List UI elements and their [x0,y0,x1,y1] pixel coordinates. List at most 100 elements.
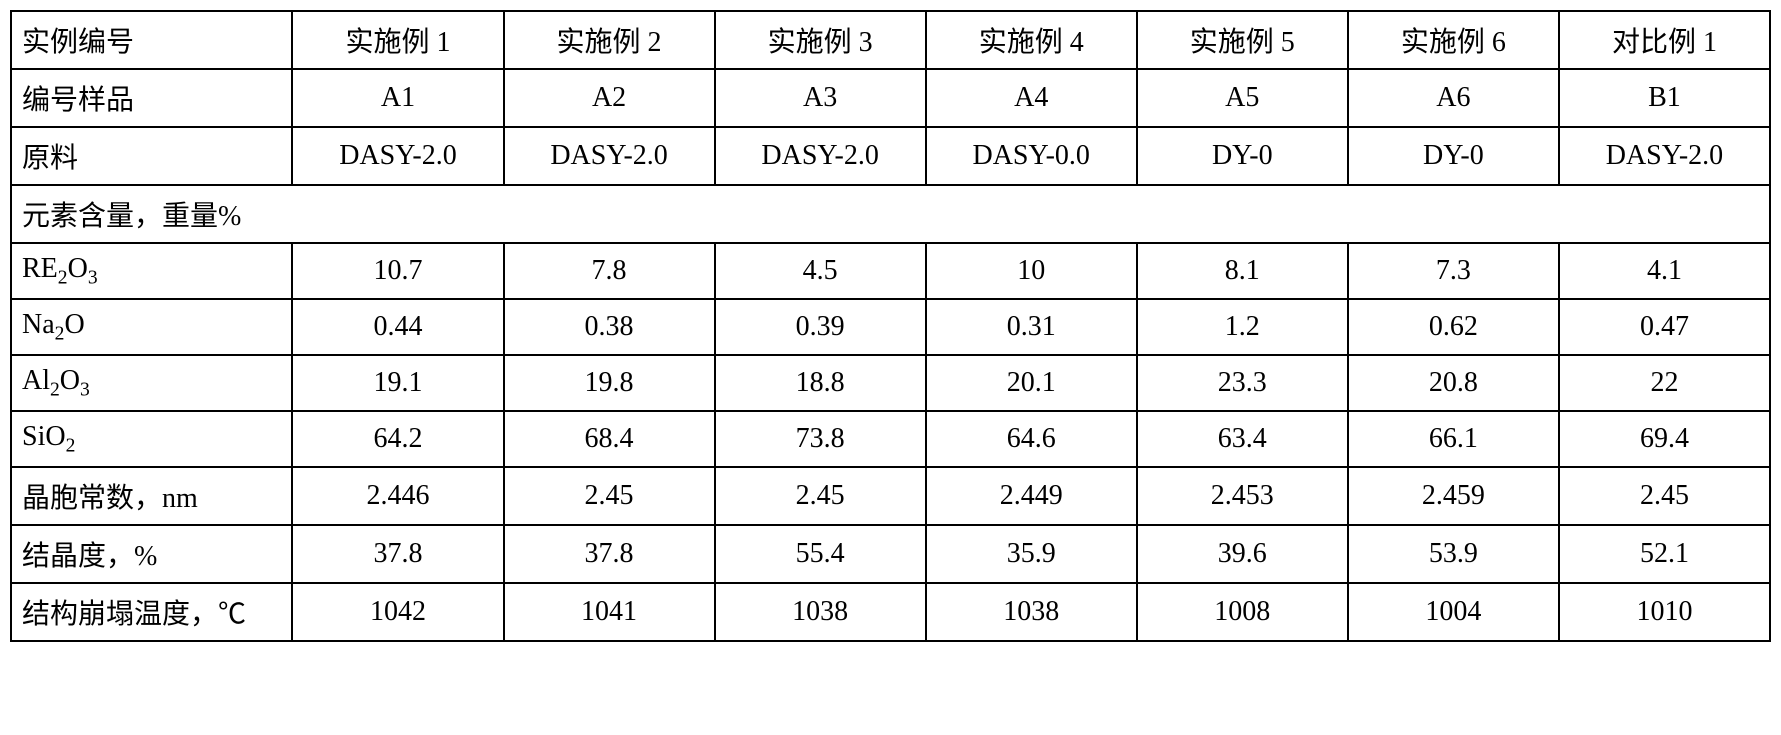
re2o3-label: RE2O3 [11,243,292,299]
re2o3-c5: 8.1 [1137,243,1348,299]
lattice-c7: 2.45 [1559,467,1770,525]
re2o3-row: RE2O3 10.7 7.8 4.5 10 8.1 7.3 4.1 [11,243,1770,299]
collapse-temp-c1: 1042 [292,583,503,641]
header-col2: 实施例 2 [504,11,715,69]
crystallinity-c1: 37.8 [292,525,503,583]
crystallinity-c2: 37.8 [504,525,715,583]
sio2-c4: 64.6 [926,411,1137,467]
re2o3-mid: O [68,253,88,284]
material-c1: DASY-2.0 [292,127,503,185]
lattice-c2: 2.45 [504,467,715,525]
na2o-row: Na2O 0.44 0.38 0.39 0.31 1.2 0.62 0.47 [11,299,1770,355]
na2o-sub1: 2 [55,323,65,344]
material-c4: DASY-0.0 [926,127,1137,185]
lattice-c3: 2.45 [715,467,926,525]
header-col3: 实施例 3 [715,11,926,69]
crystallinity-c4: 35.9 [926,525,1137,583]
lattice-row: 晶胞常数，nm 2.446 2.45 2.45 2.449 2.453 2.45… [11,467,1770,525]
al2o3-pre: Al [22,365,50,396]
collapse-temp-c5: 1008 [1137,583,1348,641]
lattice-c5: 2.453 [1137,467,1348,525]
header-col6: 实施例 6 [1348,11,1559,69]
header-col4: 实施例 4 [926,11,1137,69]
lattice-label: 晶胞常数，nm [11,467,292,525]
sample-c2: A2 [504,69,715,127]
re2o3-c1: 10.7 [292,243,503,299]
sample-c7: B1 [1559,69,1770,127]
section-header-row: 元素含量，重量% [11,185,1770,243]
sio2-c7: 69.4 [1559,411,1770,467]
re2o3-c3: 4.5 [715,243,926,299]
al2o3-c1: 19.1 [292,355,503,411]
sample-c5: A5 [1137,69,1348,127]
sample-c6: A6 [1348,69,1559,127]
lattice-c1: 2.446 [292,467,503,525]
sample-c4: A4 [926,69,1137,127]
collapse-temp-label: 结构崩塌温度，℃ [11,583,292,641]
al2o3-c7: 22 [1559,355,1770,411]
header-col0: 实例编号 [11,11,292,69]
na2o-c2: 0.38 [504,299,715,355]
crystallinity-c7: 52.1 [1559,525,1770,583]
sio2-c2: 68.4 [504,411,715,467]
sample-c3: A3 [715,69,926,127]
al2o3-c5: 23.3 [1137,355,1348,411]
sio2-c6: 66.1 [1348,411,1559,467]
crystallinity-label: 结晶度，% [11,525,292,583]
sio2-row: SiO2 64.2 68.4 73.8 64.6 63.4 66.1 69.4 [11,411,1770,467]
re2o3-pre: RE [22,253,58,284]
collapse-temp-c7: 1010 [1559,583,1770,641]
al2o3-sub1: 2 [50,379,60,400]
section-header: 元素含量，重量% [11,185,1770,243]
crystallinity-c3: 55.4 [715,525,926,583]
crystallinity-c5: 39.6 [1137,525,1348,583]
lattice-c4: 2.449 [926,467,1137,525]
na2o-c7: 0.47 [1559,299,1770,355]
material-row: 原料 DASY-2.0 DASY-2.0 DASY-2.0 DASY-0.0 D… [11,127,1770,185]
header-row: 实例编号 实施例 1 实施例 2 实施例 3 实施例 4 实施例 5 实施例 6… [11,11,1770,69]
sample-c1: A1 [292,69,503,127]
na2o-c4: 0.31 [926,299,1137,355]
sio2-c3: 73.8 [715,411,926,467]
header-col1: 实施例 1 [292,11,503,69]
crystallinity-row: 结晶度，% 37.8 37.8 55.4 35.9 39.6 53.9 52.1 [11,525,1770,583]
al2o3-label: Al2O3 [11,355,292,411]
material-c7: DASY-2.0 [1559,127,1770,185]
re2o3-c6: 7.3 [1348,243,1559,299]
al2o3-c2: 19.8 [504,355,715,411]
sample-label: 编号样品 [11,69,292,127]
collapse-temp-c3: 1038 [715,583,926,641]
material-c6: DY-0 [1348,127,1559,185]
al2o3-c6: 20.8 [1348,355,1559,411]
na2o-c5: 1.2 [1137,299,1348,355]
na2o-pre: Na [22,309,55,340]
material-c2: DASY-2.0 [504,127,715,185]
header-col5: 实施例 5 [1137,11,1348,69]
re2o3-c2: 7.8 [504,243,715,299]
re2o3-c4: 10 [926,243,1137,299]
collapse-temp-c4: 1038 [926,583,1137,641]
data-table: 实例编号 实施例 1 实施例 2 实施例 3 实施例 4 实施例 5 实施例 6… [10,10,1771,642]
header-col7: 对比例 1 [1559,11,1770,69]
na2o-c3: 0.39 [715,299,926,355]
lattice-c6: 2.459 [1348,467,1559,525]
sio2-sub1: 2 [66,435,76,456]
al2o3-c3: 18.8 [715,355,926,411]
re2o3-sub2: 3 [88,267,98,288]
sio2-label: SiO2 [11,411,292,467]
al2o3-mid: O [60,365,80,396]
collapse-temp-c6: 1004 [1348,583,1559,641]
sio2-pre: SiO [22,421,66,452]
collapse-temp-row: 结构崩塌温度，℃ 1042 1041 1038 1038 1008 1004 1… [11,583,1770,641]
na2o-c6: 0.62 [1348,299,1559,355]
material-c5: DY-0 [1137,127,1348,185]
re2o3-c7: 4.1 [1559,243,1770,299]
na2o-c1: 0.44 [292,299,503,355]
sio2-c1: 64.2 [292,411,503,467]
al2o3-c4: 20.1 [926,355,1137,411]
sample-row: 编号样品 A1 A2 A3 A4 A5 A6 B1 [11,69,1770,127]
al2o3-row: Al2O3 19.1 19.8 18.8 20.1 23.3 20.8 22 [11,355,1770,411]
re2o3-sub1: 2 [58,267,68,288]
crystallinity-c6: 53.9 [1348,525,1559,583]
na2o-label: Na2O [11,299,292,355]
